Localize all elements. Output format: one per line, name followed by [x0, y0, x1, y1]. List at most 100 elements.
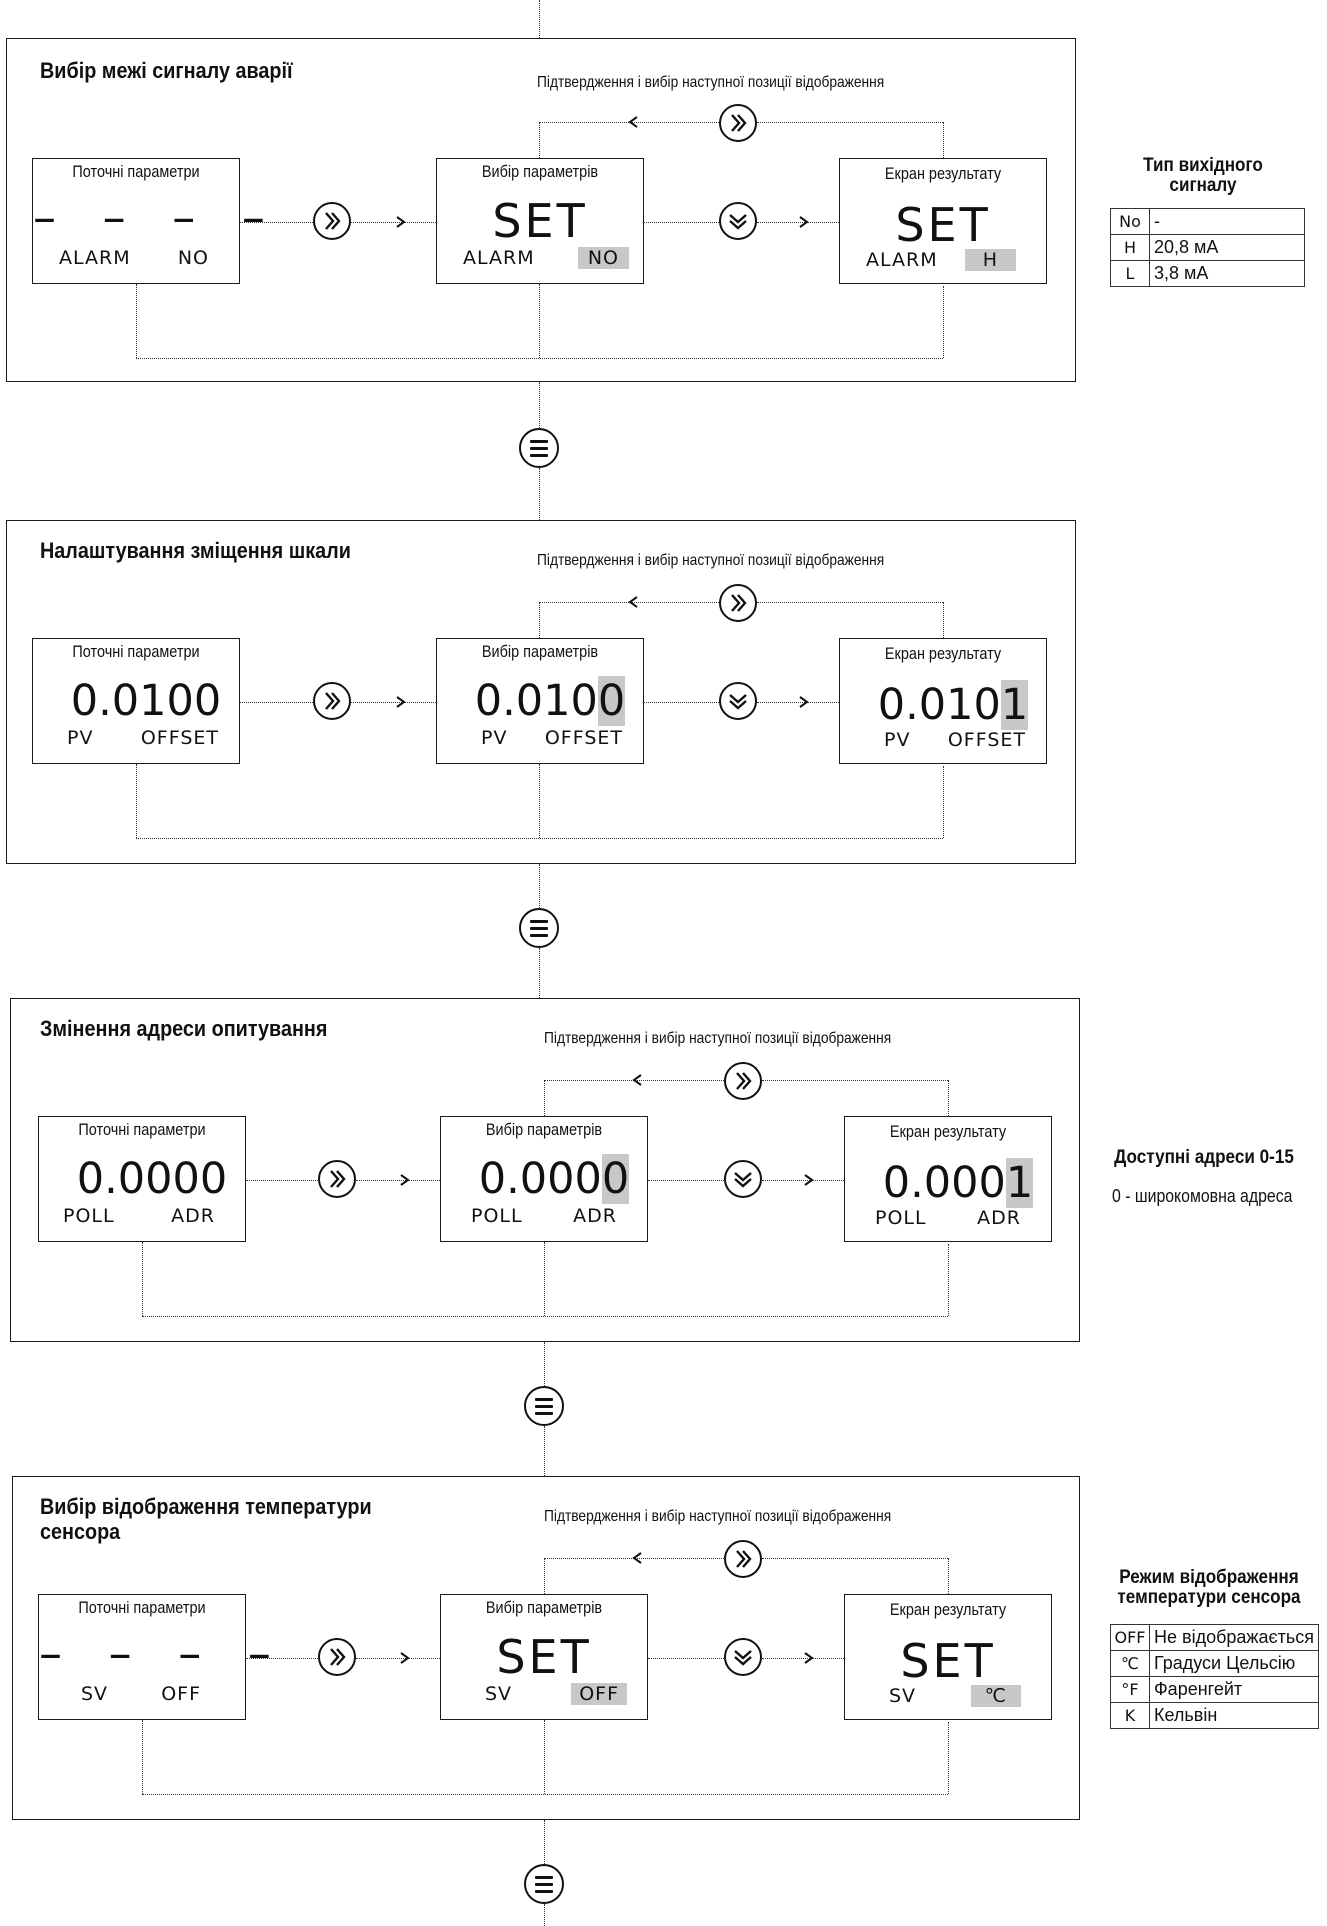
- loop-connector: [142, 1316, 948, 1317]
- table-row: No -: [1110, 208, 1305, 235]
- next-icon[interactable]: [719, 104, 757, 142]
- loop-connector: [943, 766, 944, 838]
- screen-right-text: NO: [177, 247, 209, 269]
- loop-connector: [136, 838, 943, 839]
- screen-value: 0.0000: [76, 1154, 228, 1204]
- code-cell: OFF: [1110, 1624, 1150, 1651]
- menu-connector: [544, 1342, 545, 1386]
- screen-label: Вибір параметрів: [485, 1598, 603, 1617]
- flow-connector: [762, 1658, 844, 1659]
- desc-cell: 20,8 мА: [1149, 234, 1305, 261]
- flow-connector: [757, 222, 839, 223]
- highlighted-digit: 1: [1000, 680, 1029, 730]
- loop-connector: [948, 1722, 949, 1794]
- menu-connector: [539, 382, 540, 428]
- menu-connector: [539, 468, 540, 520]
- down-icon[interactable]: [724, 1160, 762, 1198]
- screen-label: Поточні параметри: [72, 642, 200, 661]
- loop-connector: [539, 764, 540, 838]
- screen-left-text: PV: [884, 729, 911, 751]
- loop-connector: [142, 1794, 948, 1795]
- loop-connector: [544, 1242, 545, 1316]
- flow-connector: [351, 702, 436, 703]
- loop-connector: [539, 122, 540, 160]
- loop-connector: [136, 764, 137, 838]
- screen-label: Екран результату: [884, 644, 1002, 663]
- desc-cell: -: [1149, 208, 1305, 235]
- arrow-left-head: [626, 595, 640, 609]
- menu-icon[interactable]: [519, 428, 559, 468]
- next-icon[interactable]: [313, 682, 351, 720]
- screen-current-params: Поточні параметри 0.0100 PV OFFSET: [32, 638, 240, 764]
- screen-right-text: H: [964, 249, 1016, 271]
- confirm-next-label: Підтвердження і вибір наступної позиції …: [537, 552, 885, 569]
- screen-value: SET: [900, 1634, 996, 1688]
- desc-cell: Фаренгейт: [1148, 1676, 1320, 1703]
- next-icon[interactable]: [318, 1638, 356, 1676]
- confirm-next-label: Підтвердження і вибір наступної позиції …: [537, 74, 885, 91]
- arrow-left-head: [630, 1073, 644, 1087]
- arrow-right-head: [797, 695, 811, 709]
- flow-connector: [246, 1180, 318, 1181]
- screen-left-text: ALARM: [463, 247, 535, 269]
- code-cell: No: [1110, 208, 1150, 235]
- next-icon[interactable]: [313, 202, 351, 240]
- arrow-left-head: [626, 115, 640, 129]
- menu-icon[interactable]: [524, 1386, 564, 1426]
- arrow-right-head: [802, 1651, 816, 1665]
- menu-connector: [539, 864, 540, 908]
- screen-label: Вибір параметрів: [485, 1120, 603, 1139]
- highlighted-value: NO: [577, 247, 629, 269]
- screen-label: Поточні параметри: [78, 1598, 206, 1617]
- loop-connector: [136, 284, 137, 358]
- value-main: 0.000: [882, 1158, 1006, 1208]
- down-icon[interactable]: [719, 202, 757, 240]
- screen-value: 0.0001: [865, 1157, 1051, 1209]
- side-title-available-addresses: Доступні адреси 0-15: [1114, 1147, 1294, 1168]
- screen-current-params: Поточні параметри – – – – – SV OFF: [38, 1594, 357, 1720]
- confirm-next-label: Підтвердження і вибір наступної позиції …: [544, 1030, 892, 1047]
- temp-display-mode-table: OFF Не відображається ℃ Градуси Цельсію °F…: [1110, 1624, 1320, 1729]
- table-row: OFF Не відображається: [1110, 1624, 1320, 1651]
- screen-label: Вибір параметрів: [481, 162, 599, 181]
- highlighted-value: OFF: [571, 1683, 627, 1705]
- section-title-scale-offset: Налаштування зміщення шкали: [40, 538, 351, 563]
- flow-connector: [246, 1658, 318, 1659]
- screen-left-text: ALARM: [59, 247, 131, 269]
- screen-value: – – – – –: [39, 1626, 357, 1680]
- screen-select-params: Вибір параметрів SET SV OFF: [440, 1594, 648, 1720]
- menu-icon[interactable]: [519, 908, 559, 948]
- arrow-right-head: [797, 215, 811, 229]
- loop-connector: [943, 286, 944, 358]
- code-cell: H: [1110, 234, 1150, 261]
- flow-connector: [757, 702, 839, 703]
- loop-connector: [757, 602, 943, 603]
- screen-right-text: ADR: [977, 1207, 1021, 1229]
- highlighted-digit: 0: [601, 1154, 630, 1204]
- flow-connector: [356, 1180, 440, 1181]
- loop-connector: [544, 1720, 545, 1794]
- screen-right-text: OFFSET: [544, 727, 623, 749]
- loop-connector: [943, 602, 944, 638]
- menu-connector: [539, 948, 540, 998]
- desc-cell: 3,8 мА: [1149, 260, 1305, 287]
- loop-connector: [757, 122, 943, 123]
- down-icon[interactable]: [724, 1638, 762, 1676]
- code-cell: K: [1110, 1702, 1150, 1729]
- menu-connector: [544, 1426, 545, 1476]
- screen-result: Екран результату 0.0001 POLL ADR: [844, 1116, 1052, 1242]
- flow-connector: [644, 222, 719, 223]
- highlighted-value: H: [964, 249, 1016, 271]
- next-icon[interactable]: [318, 1160, 356, 1198]
- down-icon[interactable]: [719, 682, 757, 720]
- next-icon[interactable]: [724, 1062, 762, 1100]
- arrow-right-head: [394, 215, 408, 229]
- entry-connector: [539, 0, 540, 38]
- screen-select-params: Вибір параметрів 0.0000 POLL ADR: [440, 1116, 648, 1242]
- section-title-sensor-temp: Вибір відображення температури сенсора: [40, 1494, 372, 1544]
- next-icon[interactable]: [719, 584, 757, 622]
- loop-connector: [539, 284, 540, 358]
- screen-result: Екран результату SET SV ℃: [844, 1594, 1052, 1720]
- menu-icon[interactable]: [524, 1864, 564, 1904]
- next-icon[interactable]: [724, 1540, 762, 1578]
